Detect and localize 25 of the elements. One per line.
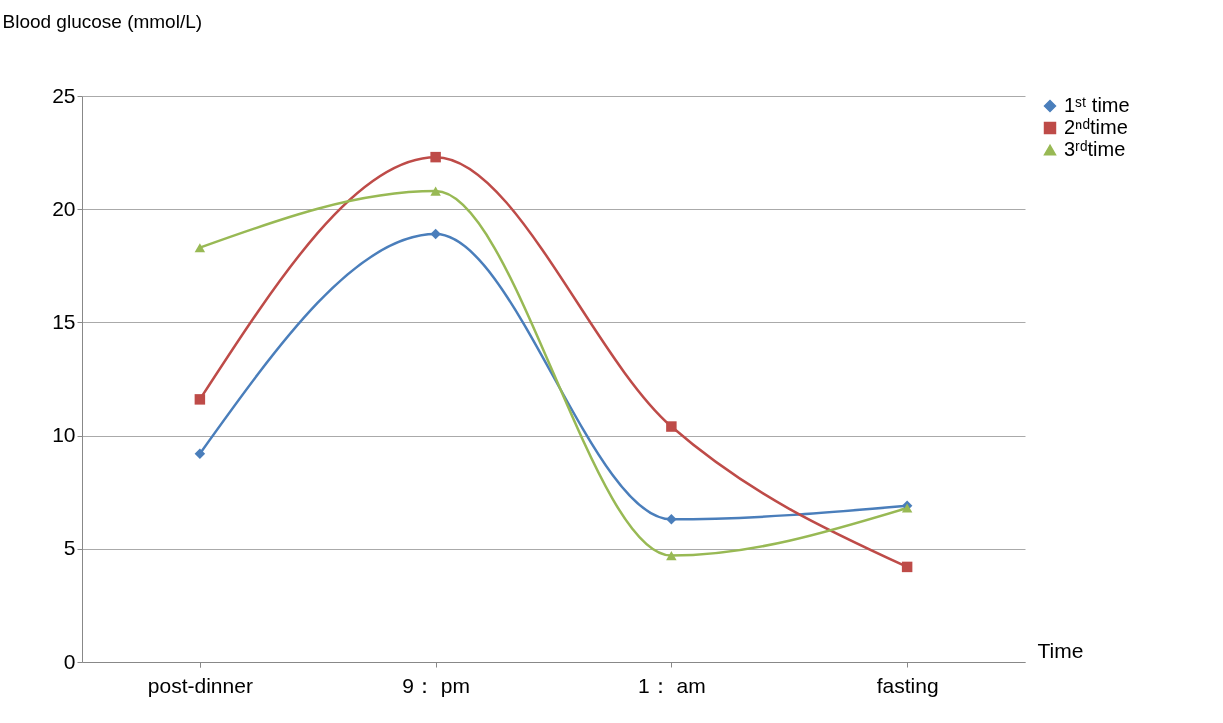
y-tick-label: 10 — [52, 423, 76, 447]
y-axis-title: Blood glucose (mmol/L) — [2, 10, 203, 32]
x-tick-label: fasting — [876, 673, 939, 697]
x-tick-label: 1： am — [638, 673, 706, 697]
x-tick-label: post-dinner — [147, 673, 253, 697]
legend-label: 1ˢᵗ time — [1064, 94, 1130, 116]
point — [194, 448, 206, 459]
legend-label: 3ʳᵈtime — [1064, 138, 1126, 160]
y-tick-label: 5 — [63, 536, 76, 560]
y-tick-label: 20 — [52, 196, 76, 220]
point — [901, 561, 913, 573]
point — [666, 421, 677, 432]
legend-label: 2ⁿᵈtime — [1064, 116, 1128, 138]
y-tick-label: 0 — [63, 649, 76, 673]
point — [666, 551, 677, 561]
point — [430, 151, 441, 163]
point — [430, 186, 441, 196]
point — [194, 243, 206, 253]
point — [430, 228, 441, 240]
x-axis-title: Time — [1037, 638, 1084, 662]
y-tick-label: 15 — [52, 309, 76, 333]
point — [194, 394, 206, 405]
y-tick-label: 25 — [52, 83, 76, 107]
point — [666, 514, 677, 525]
x-tick-label: 9： pm — [402, 673, 470, 697]
